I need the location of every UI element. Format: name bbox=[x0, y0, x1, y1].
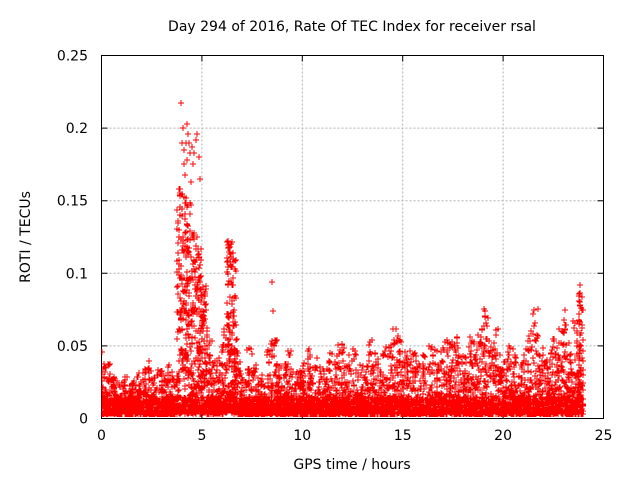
chart-title: Day 294 of 2016, Rate Of TEC Index for r… bbox=[168, 19, 536, 35]
x-tick-label: 10 bbox=[293, 428, 311, 444]
scatter-points bbox=[101, 100, 586, 417]
x-tick-label: 20 bbox=[494, 428, 512, 444]
data-points bbox=[101, 100, 586, 417]
y-tick-label: 0.15 bbox=[57, 194, 88, 210]
grid-lines bbox=[101, 55, 604, 419]
plot-border bbox=[101, 55, 604, 419]
y-tick-label: 0.25 bbox=[57, 49, 88, 65]
x-tick-labels: 0 5 10 15 20 25 bbox=[97, 428, 612, 444]
x-tick-label: 25 bbox=[595, 428, 613, 444]
x-tick-label: 5 bbox=[197, 428, 206, 444]
y-tick-label: 0.2 bbox=[66, 121, 88, 137]
x-tick-label: 15 bbox=[394, 428, 412, 444]
x-axis-label: GPS time / hours bbox=[293, 457, 410, 473]
y-tick-label: 0 bbox=[79, 412, 88, 428]
grid-path bbox=[101, 55, 604, 419]
y-tick-label: 0.1 bbox=[66, 266, 88, 282]
x-tick-label: 0 bbox=[97, 428, 106, 444]
y-tick-label: 0.05 bbox=[57, 339, 88, 355]
y-axis-label: ROTI / TECUs bbox=[18, 191, 34, 283]
y-tick-labels: 0 0.05 0.1 0.15 0.2 0.25 bbox=[57, 49, 88, 428]
